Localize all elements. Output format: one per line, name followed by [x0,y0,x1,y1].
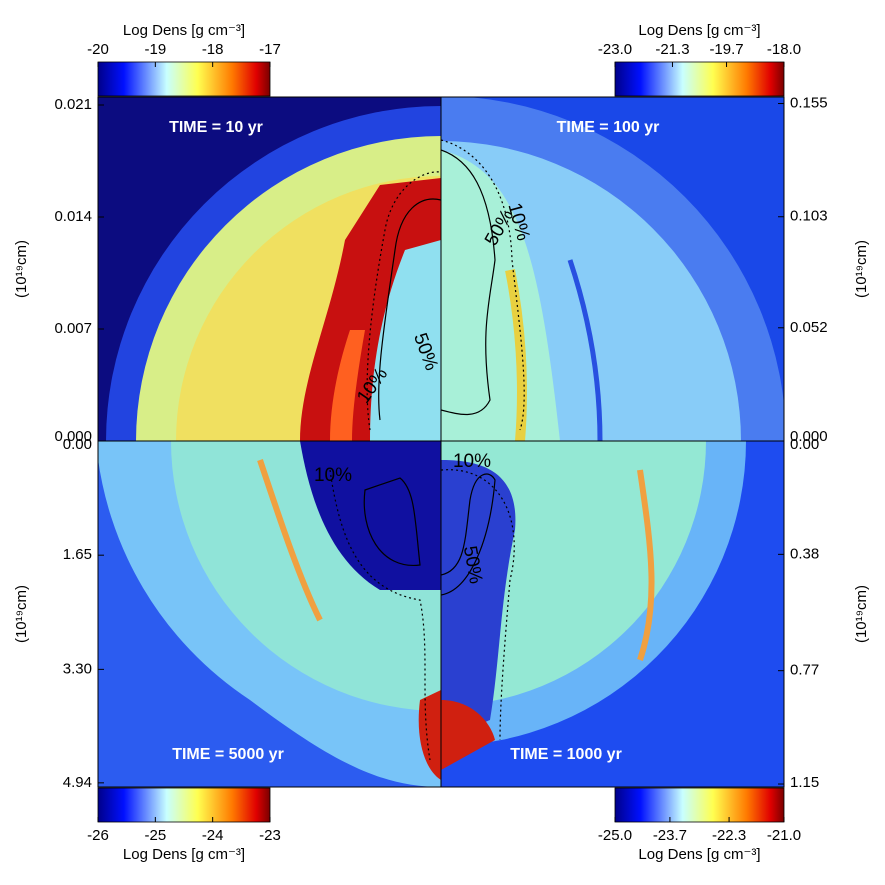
contour-line [441,473,496,596]
y-tick-label: 0.38 [790,545,819,562]
contour-line [366,171,441,431]
cavity [300,441,441,590]
y-axis-label: (10¹⁹cm) [853,240,870,298]
y-tick-label: 0.052 [790,319,828,336]
colorbar-tick-label: -23.0 [598,41,632,58]
filament [505,269,527,441]
colorbar-label: Log Dens [g cm⁻³] [123,846,245,863]
y-tick-label: 1.15 [790,774,819,791]
contour-line [441,469,515,741]
colorbar-tick-label: -25 [144,827,166,844]
filament [567,259,603,441]
panel-title: TIME = 10 yr [169,119,263,136]
contour-label: 10% [453,451,491,472]
y-tick-label: 0.77 [790,662,819,679]
filament [637,469,655,661]
map-panel [441,441,784,787]
colorbar-tick-label: -23.7 [653,827,687,844]
y-tick-label: 0.000 [54,428,92,445]
colorbar-label: Log Dens [g cm⁻³] [638,846,760,863]
panel-title: TIME = 100 yr [557,119,660,136]
jet [441,460,516,740]
jet [300,178,441,441]
colorbar-tick-label: -18.0 [767,41,801,58]
jet [330,330,365,441]
y-tick-label: 0.007 [54,320,92,337]
colorbar [97,61,271,97]
y-axis-label: (10¹⁹cm) [13,240,30,298]
colorbar-label: Log Dens [g cm⁻³] [123,22,245,39]
colorbar-tick-label: -21.3 [655,41,689,58]
contour-line [363,477,421,566]
panel-title: TIME = 1000 yr [510,746,622,763]
contour-line [329,469,431,761]
colorbar-tick-label: -26 [87,827,109,844]
y-axis-label: (10¹⁹cm) [853,585,870,643]
colorbar-tick-label: -22.3 [712,827,746,844]
contour-line [378,198,441,421]
frame [97,96,785,788]
y-axis-label: (10¹⁹cm) [13,585,30,643]
contour-line [441,149,496,415]
y-tick-label: 3.30 [63,660,92,677]
y-tick-label: 0.00 [63,436,92,453]
y-tick-label: 0.155 [790,95,828,112]
y-tick-label: 0.00 [790,436,819,453]
contour-label: 10% [314,465,352,486]
colorbar [614,61,785,97]
panel-title: TIME = 5000 yr [172,746,284,763]
map-panel [98,97,441,441]
colorbar-tick-label: -23 [259,827,281,844]
colorbar-tick-label: -25.0 [598,827,632,844]
y-tick-label: 1.65 [63,546,92,563]
colorbar-tick-label: -21.0 [767,827,801,844]
colorbar-tick-label: -19 [144,41,166,58]
cavity [441,150,560,441]
y-tick-label: 0.014 [54,208,92,225]
colorbar [614,787,785,823]
colorbar-tick-label: -17 [259,41,281,58]
colorbar-tick-label: -18 [202,41,224,58]
map-panel [441,97,784,441]
colorbar-tick-label: -24 [202,827,224,844]
colorbar-tick-label: -20 [87,41,109,58]
y-tick-label: 0.000 [790,428,828,445]
y-tick-label: 0.103 [790,208,828,225]
colorbar-label: Log Dens [g cm⁻³] [638,22,760,39]
y-tick-label: 0.021 [54,96,92,113]
map-panel [98,441,441,787]
filament [257,459,323,622]
y-tick-label: 4.94 [63,774,92,791]
colorbar-tick-label: -19.7 [709,41,743,58]
colorbar [97,787,271,823]
filament [418,690,441,780]
jet [441,700,495,770]
